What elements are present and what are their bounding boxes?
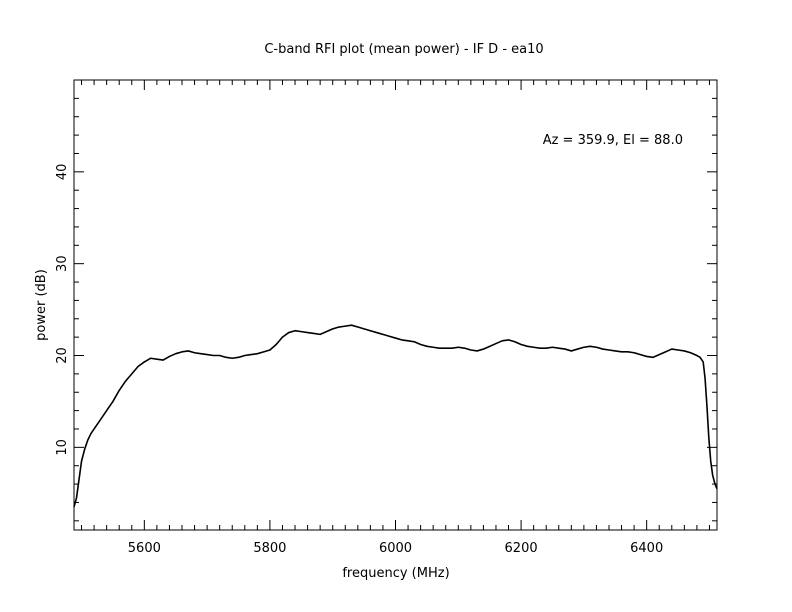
y-tick-label: 30 [55, 255, 70, 272]
y-tick-label: 10 [55, 439, 70, 456]
y-tick-label: 40 [55, 164, 70, 181]
x-tick-label: 5800 [253, 541, 286, 556]
y-tick-label: 20 [55, 347, 70, 364]
series-line [73, 324, 718, 508]
y-tick-labels: 10 20 30 40 [55, 164, 70, 456]
y-axis-label: power (dB) [34, 269, 49, 341]
x-axis-label: frequency (MHz) [342, 566, 449, 581]
chart-title: C-band RFI plot (mean power) - IF D - ea… [264, 42, 543, 57]
x-tick-label: 5600 [128, 541, 161, 556]
x-tick-label: 6400 [630, 541, 663, 556]
axis-ticks [74, 79, 717, 530]
x-tick-label: 6200 [505, 541, 538, 556]
x-tick-label: 6000 [379, 541, 412, 556]
x-tick-labels: 5600 5800 6000 6200 6400 [128, 541, 663, 556]
az-el-annotation: Az = 359.9, El = 88.0 [543, 133, 683, 148]
